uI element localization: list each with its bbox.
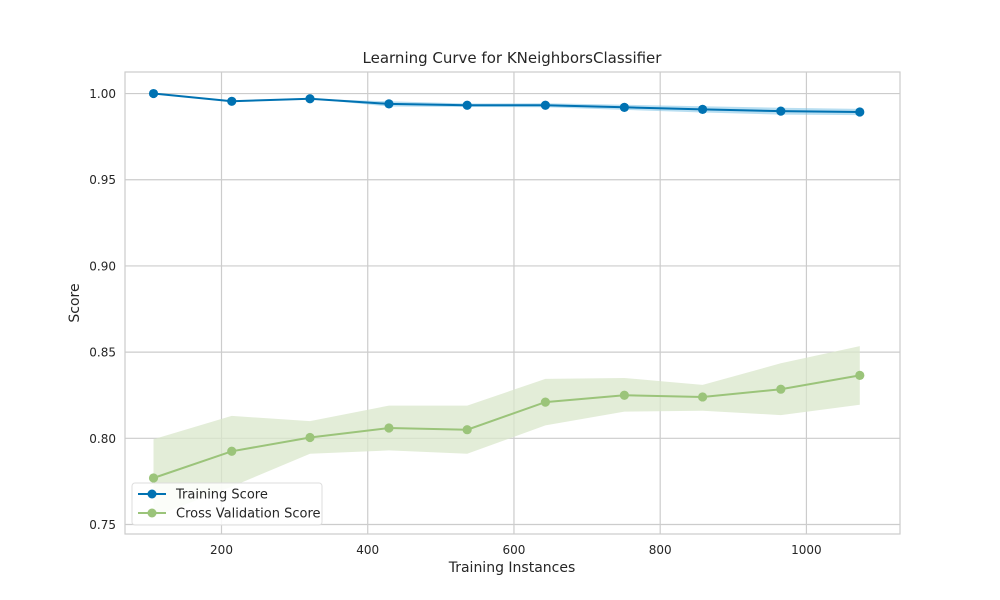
point-series-1 — [148, 473, 159, 483]
band-series-1 — [153, 346, 860, 517]
x-tick-label: 400 — [356, 543, 379, 557]
point-series-0 — [697, 104, 708, 115]
point-series-0 — [540, 100, 551, 110]
line-series-1 — [153, 374, 860, 479]
point-series-0 — [305, 94, 315, 104]
point-series-0 — [619, 102, 629, 112]
point-series-0 — [148, 88, 159, 99]
tick-labels: 200 400 600 800 1000 0.75 0.80 0.85 0.90 0.95 1.00 — [89, 87, 821, 557]
legend-label-training: Training Score — [175, 488, 268, 503]
x-tick-label: 600 — [503, 543, 526, 557]
point-series-0 — [776, 106, 786, 116]
legend-label-cv: Cross Validation Score — [176, 507, 321, 522]
series-lines — [153, 92, 860, 479]
x-tick-label: 800 — [649, 543, 672, 557]
legend: Training Score Cross Validation Score — [131, 482, 323, 526]
plot-frame — [124, 71, 901, 535]
point-series-0 — [855, 107, 865, 117]
y-tick-label: 0.80 — [89, 432, 116, 446]
point-series-1 — [305, 432, 315, 443]
point-series-1 — [384, 423, 394, 433]
y-axis-title: Score — [67, 283, 83, 322]
legend-box — [131, 482, 323, 526]
series-points — [148, 88, 865, 483]
line-series-0 — [153, 92, 860, 113]
y-tick-label: 0.75 — [89, 518, 116, 532]
point-series-0 — [227, 96, 237, 106]
point-series-0 — [384, 99, 394, 109]
y-tick-label: 0.90 — [89, 259, 116, 273]
legend-marker-training — [147, 489, 157, 499]
point-series-1 — [462, 425, 472, 435]
x-tick-label: 200 — [210, 543, 233, 557]
x-axis-title: Training Instances — [448, 560, 576, 576]
point-series-1 — [697, 392, 708, 402]
y-tick-label: 0.85 — [89, 346, 116, 360]
x-tick-label: 1000 — [791, 543, 822, 557]
chart-title: Learning Curve for KNeighborsClassifier — [363, 49, 663, 67]
point-series-0 — [462, 100, 472, 110]
point-series-1 — [540, 397, 551, 407]
point-series-1 — [227, 446, 237, 456]
point-series-1 — [619, 390, 629, 400]
legend-marker-cv — [147, 508, 157, 518]
point-series-1 — [776, 384, 786, 394]
point-series-1 — [855, 370, 865, 381]
y-tick-label: 0.95 — [89, 173, 116, 187]
grid-lines — [125, 72, 900, 534]
y-tick-label: 1.00 — [89, 87, 116, 101]
